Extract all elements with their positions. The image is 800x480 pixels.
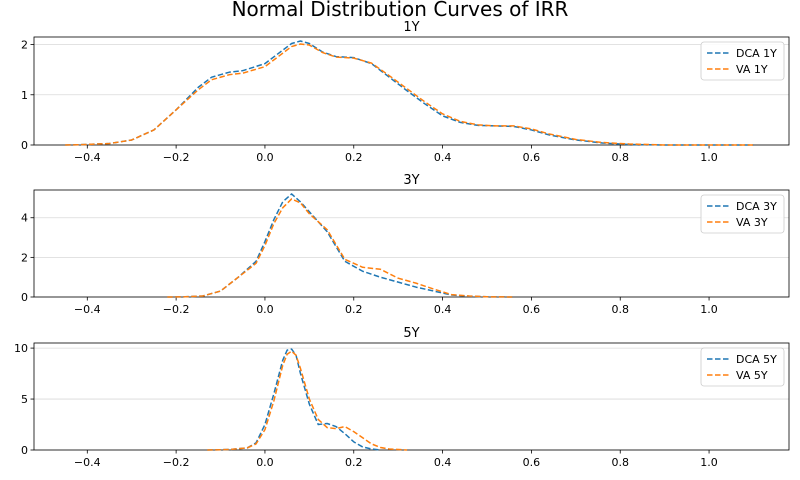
x-tick-label: −0.4: [74, 303, 101, 316]
x-tick-label: 0.6: [523, 456, 541, 469]
x-tick-label: 1.0: [700, 456, 718, 469]
legend: DCA 5Y VA 5Y: [700, 347, 785, 387]
axes-frame: [33, 342, 790, 451]
x-tick-label: 0.8: [611, 456, 629, 469]
legend-box: [700, 194, 785, 234]
x-tick-label: 0.0: [256, 303, 274, 316]
axes-title: 5Y: [403, 326, 419, 341]
legend: DCA 1Y VA 1Y: [700, 41, 785, 81]
legend-label: VA 1Y: [736, 63, 768, 76]
x-tick-label: 0.0: [256, 456, 274, 469]
series-line-dca-5y: [207, 348, 381, 451]
series-line-dca-1y: [65, 40, 754, 146]
x-tick-label: −0.4: [74, 456, 101, 469]
y-tick-label: 10: [14, 342, 28, 355]
y-tick-label: 5: [21, 393, 28, 406]
series-line-va-5y: [207, 350, 408, 451]
y-tick-label: 0: [21, 139, 28, 152]
x-tick-label: 0.2: [345, 151, 363, 164]
x-tick-label: 0.6: [523, 303, 541, 316]
legend-label: DCA 1Y: [736, 47, 777, 60]
chart-panel-3: −0.4 −0.2 0.0 0.2 0.4 0.6 0.8 1.0 0 5 10 5Y DCA 5Y VA…: [14, 326, 790, 469]
legend-label: VA 3Y: [736, 216, 768, 229]
legend-box: [700, 41, 785, 81]
legend-label: DCA 5Y: [736, 353, 777, 366]
legend-box: [700, 347, 785, 387]
x-tick-label: 0.8: [611, 303, 629, 316]
x-tick-label: 0.4: [434, 456, 452, 469]
chart-panels: −0.4 −0.2 0.0 0.2 0.4 0.6 0.8 1.0 0 1 2 1Y DCA 1Y VA …: [14, 20, 790, 469]
axes-title: 3Y: [403, 173, 419, 188]
y-tick-label: 4: [21, 212, 28, 225]
figure-title: Normal Distribution Curves of IRR: [232, 0, 569, 21]
x-tick-label: 1.0: [700, 303, 718, 316]
x-tick-label: 1.0: [700, 151, 718, 164]
series-line-va-3y: [167, 198, 514, 298]
x-tick-label: 0.4: [434, 151, 452, 164]
y-tick-label: 0: [21, 444, 28, 457]
x-tick-label: 0.8: [611, 151, 629, 164]
chart-panel-1: −0.4 −0.2 0.0 0.2 0.4 0.6 0.8 1.0 0 1 2 1Y DCA 1Y VA …: [21, 20, 790, 164]
x-tick-label: 0.0: [256, 151, 274, 164]
axes-frame: [33, 189, 790, 298]
x-tick-label: −0.2: [163, 303, 190, 316]
y-tick-label: 2: [21, 251, 28, 264]
y-tick-label: 1: [21, 89, 28, 102]
y-tick-label: 2: [21, 39, 28, 52]
series-line-va-1y: [65, 43, 754, 146]
y-tick-label: 0: [21, 291, 28, 304]
series-line-dca-3y: [167, 193, 514, 298]
x-tick-label: 0.2: [345, 303, 363, 316]
x-tick-label: 0.6: [523, 151, 541, 164]
x-tick-label: −0.4: [74, 151, 101, 164]
x-tick-label: 0.2: [345, 456, 363, 469]
x-tick-label: −0.2: [163, 456, 190, 469]
x-tick-label: −0.2: [163, 151, 190, 164]
axes-title: 1Y: [403, 20, 419, 35]
chart-panel-2: −0.4 −0.2 0.0 0.2 0.4 0.6 0.8 1.0 0 2 4 3Y DCA 3Y VA …: [21, 173, 790, 316]
legend-label: VA 5Y: [736, 369, 768, 382]
legend: DCA 3Y VA 3Y: [700, 194, 785, 234]
legend-label: DCA 3Y: [736, 200, 777, 213]
x-tick-label: 0.4: [434, 303, 452, 316]
axes-frame: [33, 36, 790, 146]
